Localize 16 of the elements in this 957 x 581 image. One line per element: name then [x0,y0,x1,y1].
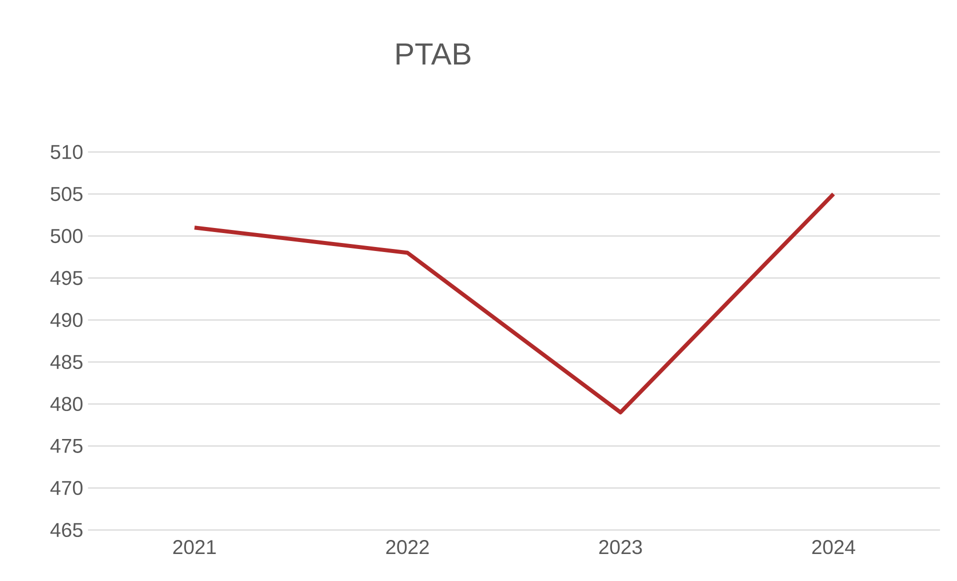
y-tick-label: 470 [50,480,82,496]
y-tick-label: 485 [50,354,82,370]
y-tick-label: 480 [50,396,82,412]
y-tick-label: 495 [50,270,82,286]
y-tick-label: 500 [50,228,82,244]
line-series [192,192,836,414]
x-tick-label: 2023 [599,540,642,554]
y-tick-label: 490 [50,312,82,328]
chart-title: PTAB [396,43,470,65]
y-tick-label: 510 [50,144,82,160]
y-tick-label: 465 [50,522,82,538]
x-tick-label: 2024 [812,540,856,554]
x-tick-label: 2022 [386,540,429,554]
x-tick-label: 2021 [173,540,216,554]
y-tick-label: 475 [50,439,82,453]
y-tick-label: 505 [50,186,82,202]
